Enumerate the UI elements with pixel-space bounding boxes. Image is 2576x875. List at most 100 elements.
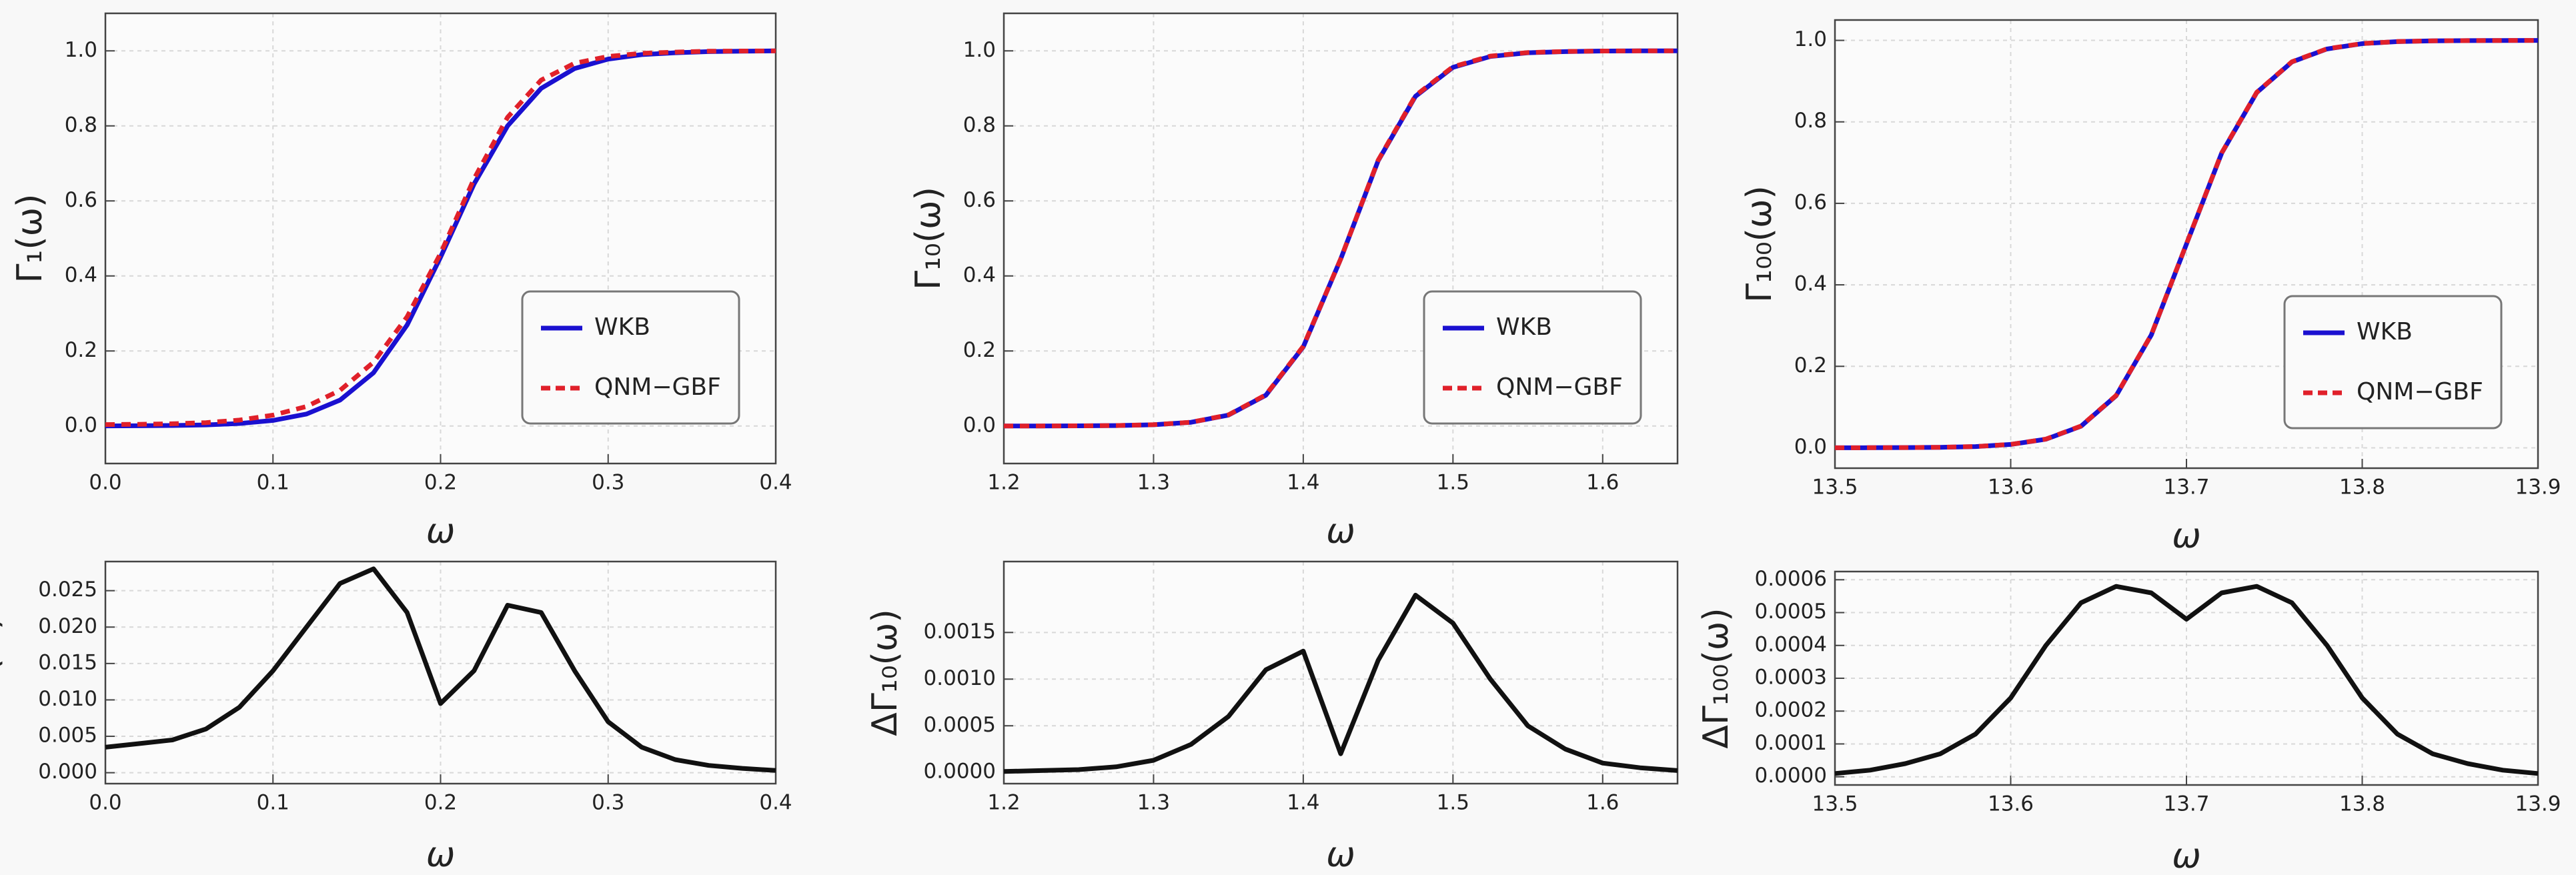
x-tick-label: 13.5 [1812, 792, 1858, 816]
data-line [1003, 592, 1678, 774]
x-tick-label: 0.2 [424, 471, 457, 495]
y-tick-label: 0.015 [38, 650, 97, 674]
x-axis-label: ω [1326, 512, 1355, 552]
legend-label: QNM−GBF [594, 373, 721, 401]
y-tick-label: 0.0 [963, 413, 996, 437]
y-tick-label: 0.000 [38, 760, 97, 784]
plot-frame [1003, 560, 1679, 785]
data-line [1834, 584, 2539, 776]
x-tick-label: 0.1 [257, 471, 289, 495]
x-tick-label: 13.8 [2339, 792, 2385, 816]
y-axis-label: ΔΓ₁₀(ω) [865, 609, 905, 736]
legend-label: WKB [594, 313, 650, 341]
y-tick-label: 0.2 [963, 338, 996, 362]
x-tick-label: 0.0 [89, 791, 121, 815]
legend-label: QNM−GBF [1496, 373, 1623, 401]
y-tick-label: 0.010 [38, 687, 97, 711]
legend-box [521, 290, 740, 425]
x-tick-label: 0.4 [759, 791, 792, 815]
plot-frame [1834, 570, 2539, 786]
y-tick-label: 0.8 [65, 113, 97, 137]
legend: WKB QNM−GBF [2283, 295, 2503, 429]
x-tick-label: 1.6 [1586, 791, 1619, 815]
series-line [1003, 48, 1678, 429]
x-tick-label: 0.3 [592, 471, 624, 495]
y-axis-label: ΔΓ₁₀₀(ω) [1696, 608, 1736, 748]
y-tick-label: 0.0015 [924, 620, 996, 644]
x-axis-label: ω [426, 835, 456, 875]
plot-frame [1834, 19, 2539, 470]
x-tick-label: 13.9 [2515, 792, 2561, 816]
x-tick-label: 13.7 [2163, 792, 2209, 816]
x-axis-label: ω [1326, 835, 1355, 875]
y-tick-label: 0.0000 [924, 760, 996, 784]
y-axis-label: Γ₁(ω) [10, 194, 50, 283]
data-line [105, 566, 776, 773]
y-tick-label: 0.0 [1794, 435, 1827, 459]
x-tick-label: 0.4 [759, 471, 792, 495]
y-tick-label: 0.0005 [1755, 600, 1827, 624]
y-tick-label: 0.0 [65, 413, 97, 437]
x-tick-label: 1.4 [1287, 791, 1319, 815]
legend: WKB QNM−GBF [1423, 290, 1642, 425]
y-tick-label: 0.4 [963, 263, 996, 287]
x-tick-label: 0.1 [257, 791, 289, 815]
plot-frame [1003, 12, 1679, 465]
y-tick-label: 0.8 [1794, 109, 1827, 133]
y-axis-label: Γ₁₀(ω) [908, 187, 948, 290]
y-tick-label: 1.0 [963, 38, 996, 62]
x-tick-label: 13.8 [2339, 476, 2385, 500]
y-tick-label: 0.020 [38, 614, 97, 638]
y-tick-label: 0.0000 [1755, 764, 1827, 788]
x-tick-label: 1.3 [1137, 471, 1170, 495]
x-tick-label: 1.6 [1586, 471, 1619, 495]
x-axis-label: ω [2172, 516, 2201, 556]
y-tick-label: 0.6 [1794, 190, 1827, 214]
y-tick-label: 0.0004 [1755, 632, 1827, 656]
plot-frame [104, 12, 777, 465]
legend-label: QNM−GBF [2357, 378, 2483, 405]
x-tick-label: 13.7 [2163, 476, 2209, 500]
y-tick-label: 0.025 [38, 578, 97, 602]
legend-label: WKB [1496, 313, 1552, 341]
x-tick-label: 1.2 [987, 471, 1020, 495]
y-tick-label: 0.4 [1794, 272, 1827, 296]
y-tick-label: 0.0010 [924, 666, 996, 690]
x-tick-label: 13.6 [1988, 476, 2034, 500]
series-line [1834, 38, 2539, 450]
x-tick-label: 1.5 [1437, 471, 1469, 495]
y-tick-label: 0.0005 [924, 713, 996, 737]
y-axis-label: ΔΓ₁(ω) [0, 616, 7, 730]
y-tick-label: 0.8 [963, 113, 996, 137]
x-axis-label: ω [426, 512, 456, 552]
x-tick-label: 0.3 [592, 791, 624, 815]
y-tick-label: 0.0002 [1755, 698, 1827, 722]
x-tick-label: 13.9 [2515, 476, 2561, 500]
y-axis-label: Γ₁₀₀(ω) [1740, 185, 1780, 303]
y-tick-label: 1.0 [65, 38, 97, 62]
y-tick-label: 0.2 [1794, 353, 1827, 377]
y-tick-label: 0.6 [65, 188, 97, 212]
x-tick-label: 0.2 [424, 791, 457, 815]
x-tick-label: 1.4 [1287, 471, 1319, 495]
x-tick-label: 1.2 [987, 791, 1020, 815]
legend: WKB QNM−GBF [521, 290, 740, 425]
y-tick-label: 0.2 [65, 338, 97, 362]
y-tick-label: 0.005 [38, 724, 97, 748]
legend-label: WKB [2357, 318, 2413, 345]
x-tick-label: 0.0 [89, 471, 121, 495]
legend-box [1423, 290, 1642, 425]
y-tick-label: 0.0006 [1755, 567, 1827, 591]
y-tick-label: 0.0001 [1755, 731, 1827, 755]
x-tick-label: 13.5 [1812, 476, 1858, 500]
y-tick-label: 0.0003 [1755, 666, 1827, 690]
x-axis-label: ω [2172, 836, 2201, 875]
y-tick-label: 0.4 [65, 263, 97, 287]
x-tick-label: 1.5 [1437, 791, 1469, 815]
plot-frame [104, 560, 777, 785]
x-tick-label: 1.3 [1137, 791, 1170, 815]
series-line [105, 48, 776, 427]
y-tick-label: 1.0 [1794, 27, 1827, 51]
legend-box [2283, 295, 2503, 429]
